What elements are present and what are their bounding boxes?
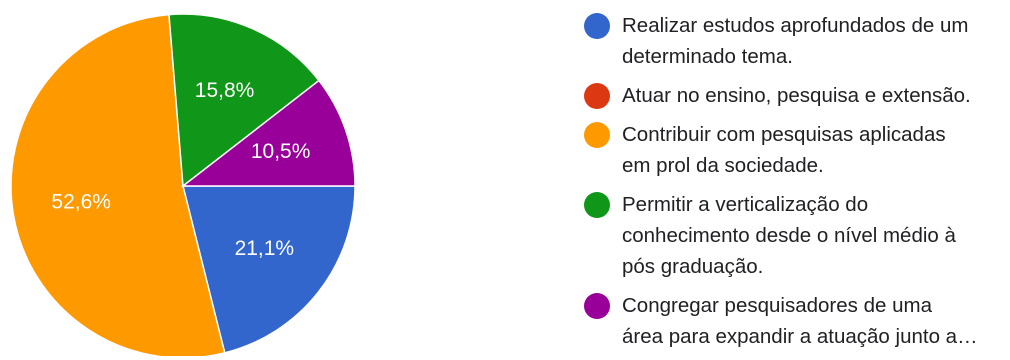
pie-svg: 21,1% 52,6% 15,8% 10,5% <box>10 13 356 356</box>
legend-swatch <box>584 122 610 148</box>
legend-item-realizar-estudos[interactable]: Realizar estudos aprofundados de um dete… <box>584 10 1008 72</box>
legend-item-congregar-pesquisadores[interactable]: Congregar pesquisadores de uma área para… <box>584 290 1008 352</box>
slice-percent-label: 52,6% <box>51 190 111 213</box>
legend-item-contribuir-com-pesquisas[interactable]: Contribuir com pesquisas aplicadas em pr… <box>584 119 1008 181</box>
legend-item-permitir-verticalizacao[interactable]: Permitir a verticalização do conheciment… <box>584 189 1008 282</box>
slice-percent-label: 15,8% <box>195 79 255 102</box>
legend-swatch <box>584 83 610 109</box>
legend-label: Permitir a verticalização do conheciment… <box>622 193 956 278</box>
legend-swatch <box>584 293 610 319</box>
slice-percent-label: 21,1% <box>235 237 295 260</box>
pie-slice[interactable] <box>180 79 356 187</box>
legend: Realizar estudos aprofundados de um dete… <box>584 10 1008 360</box>
pie-slice[interactable] <box>10 13 226 356</box>
legend-label: Atuar no ensino, pesquisa e extensão. <box>622 84 971 107</box>
slice-percent-label: 10,5% <box>251 140 311 163</box>
legend-swatch <box>584 13 610 39</box>
legend-item-atuar-no-ensino[interactable]: Atuar no ensino, pesquisa e extensão. <box>584 80 1008 111</box>
legend-label: Congregar pesquisadores de uma área para… <box>622 294 978 348</box>
legend-label: Contribuir com pesquisas aplicadas em pr… <box>622 123 946 177</box>
pie-slice[interactable] <box>168 13 320 188</box>
pie-slice[interactable] <box>182 185 356 354</box>
legend-swatch <box>584 192 610 218</box>
legend-label: Realizar estudos aprofundados de um dete… <box>622 14 969 68</box>
